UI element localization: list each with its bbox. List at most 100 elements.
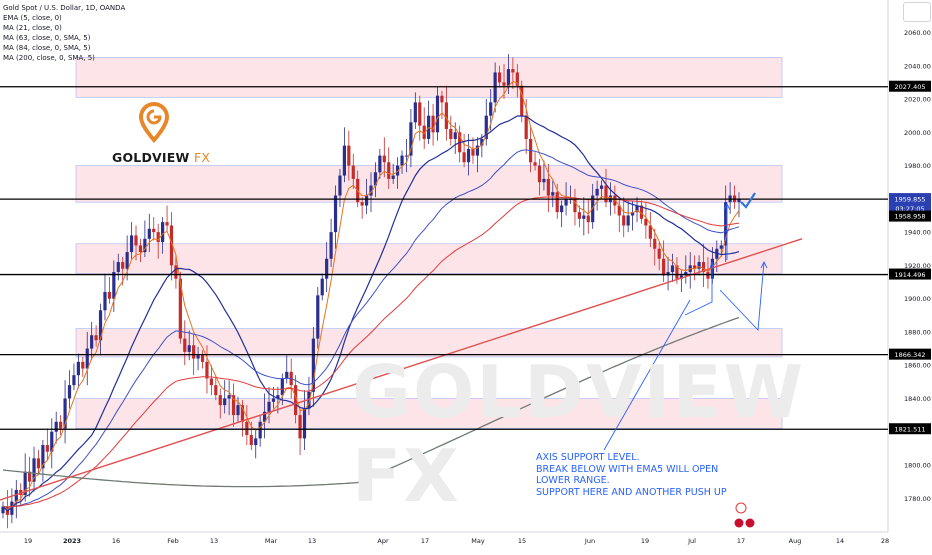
candle-body xyxy=(396,165,400,176)
candle-body xyxy=(245,421,249,436)
candle-body xyxy=(489,102,493,116)
candle-body xyxy=(360,202,364,206)
x-tick-label: 19 xyxy=(641,537,649,545)
candle-body xyxy=(595,188,599,196)
candle-body xyxy=(329,232,333,259)
candle-body xyxy=(280,378,284,396)
candle-body xyxy=(551,192,555,196)
candle-body xyxy=(143,238,147,253)
candle-body xyxy=(679,275,683,279)
x-tick-label: 2023 xyxy=(63,537,81,545)
y-tick-label: 2040.00 xyxy=(904,62,931,70)
candle-body xyxy=(116,262,120,273)
candle-body xyxy=(59,421,63,429)
note-line: AXIS SUPPORT LEVEL. xyxy=(536,452,640,463)
x-tick-label: 15 xyxy=(518,537,526,545)
candle-body xyxy=(542,178,546,183)
candle-body xyxy=(307,391,311,409)
candle-body xyxy=(240,405,245,422)
candle-body xyxy=(205,361,209,379)
logo-brand: GOLDVIEW xyxy=(112,150,190,165)
x-tick-label: Feb xyxy=(167,537,179,545)
y-tick-label: 1840.00 xyxy=(904,395,931,403)
legend-ma200[interactable]: MA (200, close, 0, SMA, 5) xyxy=(3,54,95,62)
price-label-tag xyxy=(889,193,931,216)
candle-body xyxy=(41,445,45,469)
candle-body xyxy=(449,128,453,139)
candle-body xyxy=(76,361,80,376)
chart-settings-button[interactable] xyxy=(903,2,931,22)
legend-ma21[interactable]: MA (21, close, 0) xyxy=(3,24,62,32)
price-label-tag xyxy=(889,210,931,222)
check-mark-icon xyxy=(740,192,756,209)
candle-body xyxy=(103,292,107,311)
logo-fx: FX xyxy=(194,150,211,165)
goldview-logo: GOLDVIEW FX xyxy=(112,100,222,170)
logo-wordmark: GOLDVIEW FX xyxy=(112,150,210,165)
price-label-tag xyxy=(889,80,931,92)
note-line: LOWER RANGE. xyxy=(536,475,610,487)
candle-body xyxy=(622,215,626,226)
candle-body xyxy=(382,155,386,163)
candle-body xyxy=(63,398,67,429)
candle-body xyxy=(413,102,417,123)
candle-body xyxy=(72,375,76,386)
candle-body xyxy=(98,310,103,341)
legend-ma63[interactable]: MA (63, close, 0, SMA, 5) xyxy=(3,34,91,42)
candle-body xyxy=(112,272,116,299)
candle-body xyxy=(214,385,218,396)
candle-body xyxy=(271,398,276,402)
candle-body xyxy=(546,178,550,196)
candle-body xyxy=(462,152,466,163)
x-tick-label: 13 xyxy=(308,537,316,545)
x-tick-label: 17 xyxy=(737,537,745,545)
candle-body xyxy=(218,395,222,406)
candle-body xyxy=(14,489,18,502)
candle-body xyxy=(555,192,559,213)
candle-body xyxy=(311,338,315,392)
legend-symbol[interactable]: Gold Spot / U.S. Dollar, 1D, OANDA xyxy=(3,4,126,12)
x-tick-label: 28 xyxy=(881,537,889,545)
supply-demand-zone xyxy=(75,165,783,203)
arrow-head xyxy=(709,260,715,269)
arrow-head xyxy=(760,260,768,269)
price-label: 1866.342 xyxy=(894,351,925,359)
x-tick-label: Jul xyxy=(687,537,696,545)
candle-body xyxy=(378,155,382,173)
candle-body xyxy=(121,262,125,269)
candle-body xyxy=(684,272,688,276)
candle-body xyxy=(453,132,457,139)
candle-body xyxy=(196,355,200,359)
arrow-up-left xyxy=(684,262,713,316)
candle-body xyxy=(701,262,706,273)
candle-body xyxy=(107,292,112,299)
candle-body xyxy=(1,506,5,514)
candle-body xyxy=(400,155,404,166)
candle-body xyxy=(338,175,342,196)
price-label: 1821.511 xyxy=(894,426,925,434)
candle-body xyxy=(209,378,213,386)
y-tick-label: 2000.00 xyxy=(904,129,931,137)
x-tick-label: 17 xyxy=(421,537,429,545)
candle-body xyxy=(560,205,564,213)
candle-body xyxy=(471,148,475,156)
candle-body xyxy=(276,395,280,399)
candle-body xyxy=(537,165,542,183)
candle-body xyxy=(81,361,85,369)
candle-body xyxy=(227,395,231,399)
legend-ma84[interactable]: MA (84, close, 0, SMA, 5) xyxy=(3,44,91,52)
candle-body xyxy=(67,385,72,399)
candle-body xyxy=(94,335,98,341)
candle-body xyxy=(670,265,675,273)
x-tick-label: 14 xyxy=(836,537,844,545)
candle-body xyxy=(192,345,196,359)
supply-demand-zone xyxy=(75,57,783,98)
countdown-label: 03:27:05 xyxy=(895,205,924,213)
candle-body xyxy=(258,421,262,439)
candle-body xyxy=(373,172,378,186)
candle-body xyxy=(85,348,89,369)
legend-ema5[interactable]: EMA (5, close, 0) xyxy=(3,14,62,22)
candle-body xyxy=(719,245,723,249)
